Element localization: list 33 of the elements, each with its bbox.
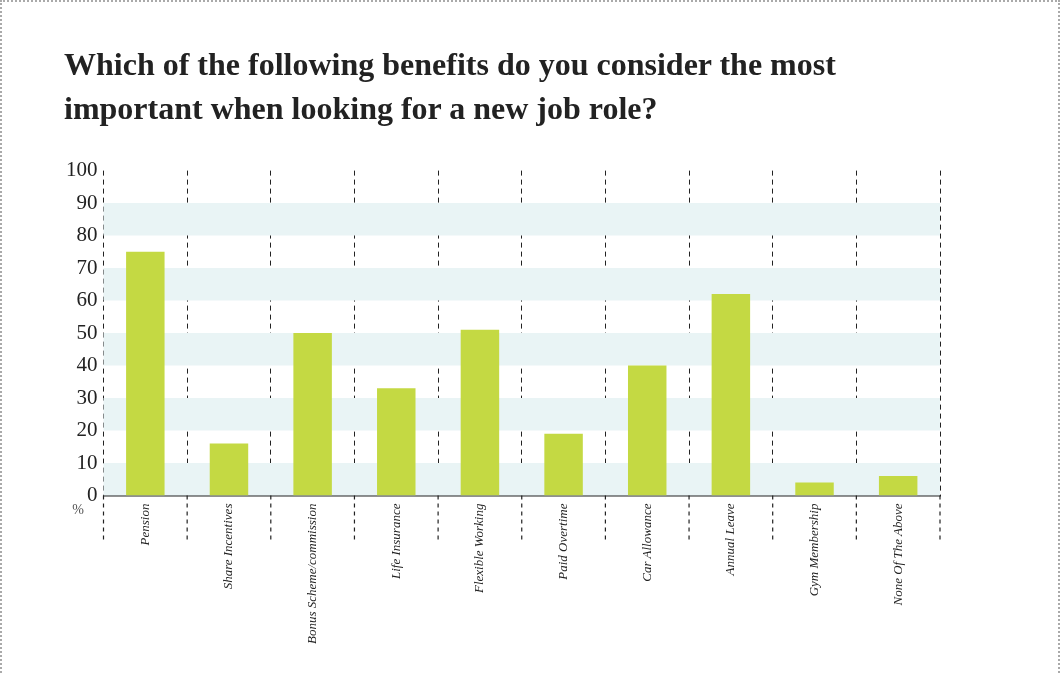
y-tick-label: 100 xyxy=(66,157,98,182)
x-tick-label: Gym Membership xyxy=(805,503,821,597)
chart-title: Which of the following benefits do you consider the most important when looking for a new job role? xyxy=(64,45,837,128)
bar xyxy=(544,433,583,496)
y-tick-label: 60 xyxy=(76,287,98,312)
x-tick-label: Share Incentives xyxy=(220,503,236,590)
bar xyxy=(878,476,918,496)
y-tick-label: 10 xyxy=(76,449,98,474)
bar xyxy=(627,365,667,496)
bar xyxy=(126,251,165,496)
y-tick-label: 80 xyxy=(76,222,98,247)
y-tick-label: 0 xyxy=(87,482,98,507)
bar xyxy=(377,388,416,496)
y-tick-label: 70 xyxy=(76,254,98,279)
y-tick-label: 30 xyxy=(76,384,98,409)
x-tick-label: Paid Overtime xyxy=(555,503,570,581)
x-tick-label: Flexible Working xyxy=(471,503,487,594)
bar xyxy=(460,329,500,496)
x-tick-label: Life Insurance xyxy=(387,503,403,581)
y-tick-label: 90 xyxy=(76,189,98,214)
x-tick-label: Bonus Scheme/commission xyxy=(304,503,320,644)
bar xyxy=(795,482,834,496)
y-tick-label: 20 xyxy=(76,417,98,442)
x-tick-label: Car Allowance xyxy=(638,503,654,582)
bar xyxy=(209,443,249,496)
y-axis-title: % xyxy=(72,502,85,518)
bar xyxy=(711,294,751,496)
x-tick-label: None Of The Above xyxy=(889,503,905,607)
x-tick-label: Annual Leave xyxy=(722,503,738,577)
y-tick-label: 50 xyxy=(76,319,98,344)
bar xyxy=(293,333,332,496)
y-tick-label: 40 xyxy=(76,352,98,377)
x-tick-label: Pension xyxy=(136,503,152,547)
